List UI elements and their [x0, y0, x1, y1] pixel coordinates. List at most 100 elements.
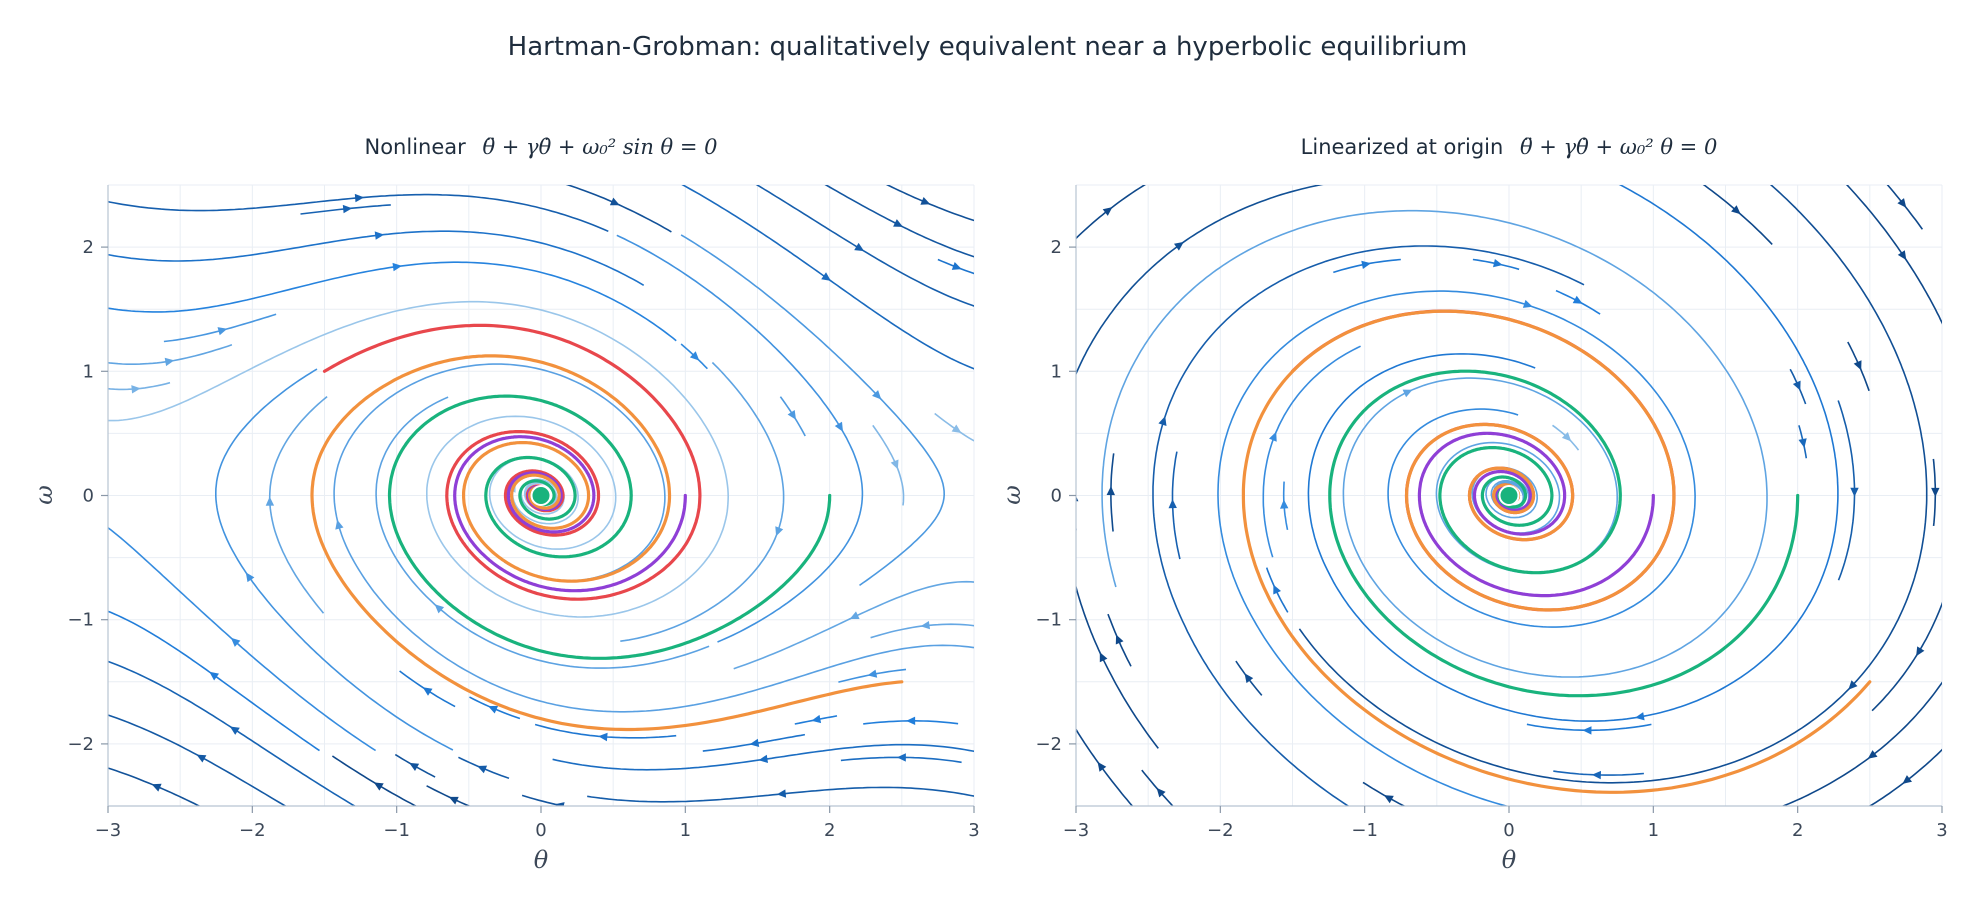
streamline	[1217, 290, 1696, 806]
x-tick-label: −1	[1351, 820, 1378, 841]
streamline-arrow	[1897, 250, 1907, 260]
streamline	[755, 185, 974, 307]
streamline-arrow	[811, 714, 822, 724]
streamline-arrow	[598, 732, 608, 742]
streamline-arrow	[342, 204, 353, 214]
streamline-arrow	[434, 604, 445, 614]
x-tick-label: 0	[1503, 820, 1514, 841]
streamline-arrow	[164, 357, 175, 367]
streamline	[215, 368, 454, 751]
streamline-arrow	[554, 802, 565, 806]
trajectory	[1328, 369, 1800, 698]
streamline-arrow	[893, 219, 903, 227]
streamline	[108, 193, 609, 233]
streamline	[872, 424, 905, 506]
streamline	[108, 610, 320, 752]
x-axis-label: θ	[1502, 846, 1517, 874]
x-tick-label: −2	[1207, 820, 1234, 841]
panel-title-linearized: Linearized at origin θ̈ + γθ̇ + ω₀² θ = …	[1301, 135, 1718, 159]
streamline-arrow	[265, 496, 275, 506]
streamline-arrow	[1792, 380, 1801, 391]
streamline-arrow	[920, 197, 931, 205]
equilibrium-point	[530, 485, 552, 506]
y-tick-label: 0	[83, 486, 94, 507]
streamline	[1845, 185, 1942, 325]
streamline-arrow	[1561, 432, 1572, 442]
streamline-arrow	[1174, 241, 1184, 251]
streamline	[108, 230, 645, 286]
streamline-arrow	[448, 796, 459, 805]
streamline-arrow	[1097, 761, 1107, 772]
streamline-arrow	[1158, 416, 1167, 426]
streamline	[1076, 185, 1324, 376]
streamline-arrow	[392, 262, 402, 272]
x-tick-label: 1	[1648, 820, 1659, 841]
streamline-arrow	[1572, 295, 1583, 304]
streamline-arrow	[1273, 584, 1281, 595]
streamline	[1152, 245, 1585, 806]
streamline	[108, 261, 677, 342]
streamline-arrow	[196, 754, 207, 763]
y-tick-label: −1	[1035, 610, 1062, 631]
streamline	[108, 714, 287, 806]
y-tick-label: 1	[1051, 361, 1062, 382]
streamline-arrow	[1115, 634, 1124, 645]
streamlines	[108, 185, 974, 806]
streamline-arrow	[1402, 389, 1413, 398]
streamline-arrow	[1850, 487, 1859, 497]
streamline-arrow	[1591, 770, 1601, 780]
streamline-arrow	[1897, 198, 1907, 208]
streamline-arrow	[1383, 795, 1394, 804]
streamline-arrow	[1582, 726, 1592, 735]
streamline-arrow	[609, 197, 620, 206]
streamline-arrow	[1361, 260, 1371, 269]
streamline-arrow	[1076, 496, 1079, 502]
streamline-arrow	[951, 262, 962, 270]
y-axis-label: ω	[30, 485, 58, 505]
streamline-arrow	[1867, 750, 1878, 759]
trajectories	[1241, 309, 1872, 794]
streamline-arrow	[689, 351, 700, 361]
panel-linearized: Linearized at origin θ̈ + γθ̇ + ω₀² θ = …	[998, 135, 1948, 874]
streamline	[268, 395, 328, 614]
axes: −3 −2 −1 0 1 2 3 −2 −1 0 1 2	[1035, 185, 1948, 841]
streamline-arrow	[776, 789, 787, 798]
equilibrium-point	[1498, 485, 1520, 506]
streamline-arrow	[217, 327, 228, 336]
streamline-arrow	[872, 390, 882, 400]
y-tick-label: 0	[1051, 486, 1062, 507]
x-tick-label: 0	[535, 820, 546, 841]
streamline-arrow	[335, 519, 344, 530]
streamline	[616, 234, 864, 643]
x-tick-label: 3	[1936, 820, 1947, 841]
streamline-arrow	[477, 765, 488, 774]
x-tick-label: 2	[824, 820, 835, 841]
streamline-arrow	[1848, 680, 1858, 690]
y-tick-label: 1	[83, 361, 94, 382]
streamline-arrow	[1931, 487, 1940, 497]
streamline-arrow	[749, 738, 760, 747]
x-tick-label: 2	[1792, 820, 1803, 841]
y-tick-label: 2	[1051, 237, 1062, 258]
streamline-arrow	[1168, 499, 1177, 509]
streamline-arrow	[1493, 259, 1503, 268]
streamline-arrow	[1731, 205, 1741, 215]
streamline-arrow	[1798, 438, 1807, 448]
streamline-arrow	[906, 716, 916, 725]
streamline-arrow	[821, 272, 831, 281]
x-tick-label: 1	[680, 820, 691, 841]
streamline	[1101, 209, 1768, 678]
y-tick-label: 2	[83, 237, 94, 258]
streamline-arrow	[373, 782, 384, 791]
streamline-arrow	[896, 753, 906, 762]
streamline-arrow	[1522, 299, 1533, 308]
streamlines	[1076, 185, 1942, 806]
streamline	[1076, 185, 1146, 240]
streamline	[1871, 601, 1942, 712]
streamline-arrow	[409, 762, 420, 771]
streamline-arrow	[1902, 775, 1912, 784]
streamline-arrow	[230, 637, 241, 647]
streamline-arrow	[131, 385, 141, 394]
streamline-arrow	[1853, 360, 1862, 371]
streamline-arrow	[229, 726, 240, 735]
